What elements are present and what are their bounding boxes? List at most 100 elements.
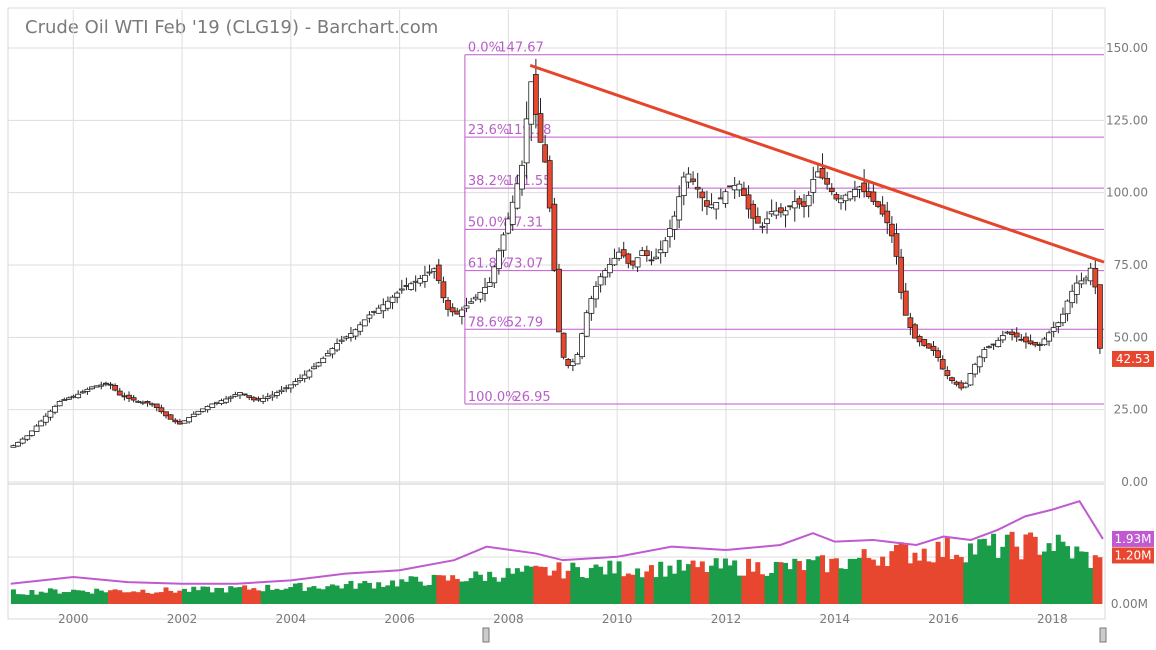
range-handle-right[interactable] — [1099, 627, 1107, 643]
volume-bar — [1097, 557, 1103, 604]
chart-frame — [7, 7, 1106, 620]
timeline-scrollbar[interactable] — [482, 627, 1107, 643]
volume-bar — [616, 561, 622, 604]
volume-bar — [311, 586, 317, 604]
last-price-badge — [1112, 350, 1154, 367]
volume-bar — [121, 592, 127, 604]
volume-bar — [10, 589, 16, 604]
candle-body — [491, 266, 498, 284]
volume-bar — [75, 590, 81, 604]
volume-bar — [209, 592, 215, 604]
volume-bar — [857, 557, 863, 604]
volume-bar — [727, 565, 733, 604]
candle-body — [89, 386, 95, 390]
volume-bar — [1078, 551, 1084, 604]
volume-bar — [408, 576, 414, 604]
candle-body — [445, 299, 451, 310]
candle-body — [486, 282, 493, 287]
fibonacci-retracement: 0.0%147.6723.6%119.1838.2%101.5550.0%87.… — [464, 41, 1104, 405]
volume-bar — [741, 575, 747, 604]
candle-body — [778, 207, 784, 213]
axis-labels: 2000 2002 2004 2006 2008 2010 2012 2014 2016 2018… — [58, 41, 1154, 626]
last-volume-label: 1.20M — [1114, 548, 1151, 562]
candle-body — [523, 118, 530, 164]
candle-body — [98, 384, 105, 387]
volume-bar — [648, 565, 654, 604]
candle-body — [944, 370, 951, 377]
candle-body — [667, 228, 673, 238]
volume-bar — [625, 573, 631, 604]
volume-bar — [390, 580, 396, 604]
x-tick-label: 2014 — [819, 612, 850, 626]
volume-bar — [357, 583, 363, 604]
volume-bar — [237, 587, 243, 604]
candle-body — [902, 290, 909, 316]
candle-body — [408, 283, 414, 290]
volume-bar — [551, 570, 557, 604]
volume-bar — [1009, 531, 1015, 604]
volume-bar — [981, 538, 987, 604]
candle-body — [352, 329, 359, 337]
candle-body — [875, 201, 881, 207]
candle-body — [884, 210, 891, 224]
volume-bar — [417, 581, 423, 604]
volume-bar — [565, 570, 571, 604]
candle-body — [888, 223, 895, 237]
volume-bar — [783, 562, 789, 604]
volume-bar — [930, 562, 936, 604]
candle-body — [912, 324, 918, 339]
volume-bar — [1014, 546, 1020, 604]
volume-bar — [1088, 567, 1094, 604]
y-tick-label: 75.00 — [1114, 258, 1148, 272]
candle-body — [764, 218, 770, 224]
trendline-layer — [529, 63, 1105, 264]
volume-bar — [898, 542, 904, 604]
volume-bar — [126, 592, 132, 604]
candle-body — [112, 384, 119, 391]
volume-bar — [47, 588, 53, 604]
candle-body — [643, 250, 650, 256]
volume-bar — [718, 568, 724, 604]
fib-level-price: 147.67 — [498, 41, 544, 56]
candle-body — [995, 339, 1002, 348]
volume-bar — [926, 561, 932, 604]
candle-body — [898, 256, 905, 293]
candle-body — [482, 287, 488, 294]
candle-body — [653, 256, 659, 260]
range-handle-left[interactable] — [482, 627, 490, 643]
y-tick-label: 25.00 — [1114, 403, 1148, 417]
fib-level-price: 101.55 — [506, 174, 552, 189]
candle-body — [47, 410, 54, 418]
candle-body — [556, 268, 562, 333]
candle-body — [1046, 332, 1052, 342]
x-tick-label: 2012 — [711, 612, 742, 626]
volume-bar — [292, 583, 298, 604]
volume-bar — [556, 562, 562, 604]
volume-bar — [487, 571, 493, 604]
volume-bar — [440, 575, 446, 604]
volume-bar — [584, 578, 590, 604]
chart-title: Crude Oil WTI Feb '19 (CLG19) - Barchart… — [25, 17, 439, 38]
volume-bar — [177, 590, 183, 604]
fib-level-pct: 50.0% — [468, 215, 509, 230]
volume-bar — [251, 588, 257, 604]
volume-bar — [195, 590, 201, 604]
candle-body — [10, 445, 17, 448]
volume-bar — [94, 588, 100, 604]
candle-body — [163, 411, 169, 417]
volume-bar — [736, 575, 742, 604]
candle-body — [116, 390, 123, 396]
volume-axis-label: 0.00M — [1111, 597, 1148, 611]
volume-bar — [1051, 551, 1057, 604]
candle-body — [66, 397, 72, 400]
candle-body — [542, 144, 549, 163]
volume-bar — [265, 584, 271, 604]
volume-bar — [574, 567, 580, 604]
volume-bar — [228, 586, 234, 604]
volume-bar — [145, 592, 151, 604]
volume-bar — [593, 564, 599, 604]
candle-body — [158, 407, 165, 413]
candle-body — [828, 187, 835, 192]
candle-body — [75, 393, 82, 399]
candle-body — [870, 191, 877, 202]
